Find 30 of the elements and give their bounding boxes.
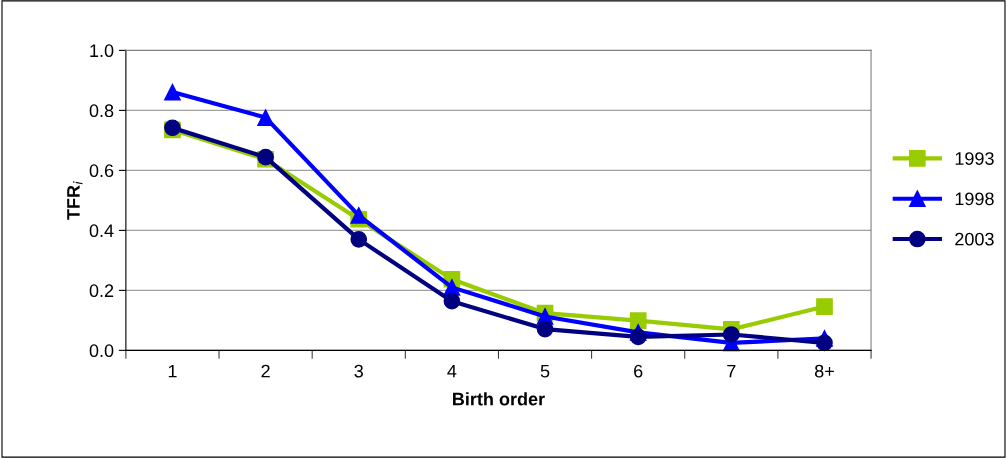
point <box>816 334 833 352</box>
x-tick-label: 2 <box>261 364 270 378</box>
x-tick-label: 7 <box>727 364 736 378</box>
point <box>350 207 368 224</box>
x-tick-label: 5 <box>540 364 550 378</box>
x-tick-label: 1 <box>168 364 177 378</box>
y-tick-label: 0.8 <box>89 104 114 118</box>
legend-label: 2003 <box>955 232 994 246</box>
legend-label: 1998 <box>955 192 994 206</box>
y-tick-label: 1.0 <box>90 44 114 58</box>
point <box>816 298 833 315</box>
y-tick-label: 0.0 <box>89 344 114 358</box>
point <box>722 326 740 343</box>
legend-label: 1993 <box>955 152 994 165</box>
x-tick-label: 3 <box>354 364 363 378</box>
y-tick-label: 0.2 <box>89 284 114 298</box>
point <box>443 292 461 310</box>
x-tick-label: 8+ <box>814 364 834 378</box>
point <box>164 83 181 101</box>
x-tick-label: 6 <box>634 364 643 378</box>
point <box>629 328 647 346</box>
y-tick-label: 0.6 <box>89 164 114 178</box>
y-tick-label: 0.4 <box>89 224 114 238</box>
x-tick-label: 4 <box>447 364 457 378</box>
point <box>350 231 368 248</box>
point <box>536 320 554 338</box>
y-axis-title: TFR$_{i}$ <box>67 181 83 220</box>
x-axis-title: Birth order <box>453 392 545 406</box>
point <box>257 109 274 126</box>
point <box>629 312 647 330</box>
